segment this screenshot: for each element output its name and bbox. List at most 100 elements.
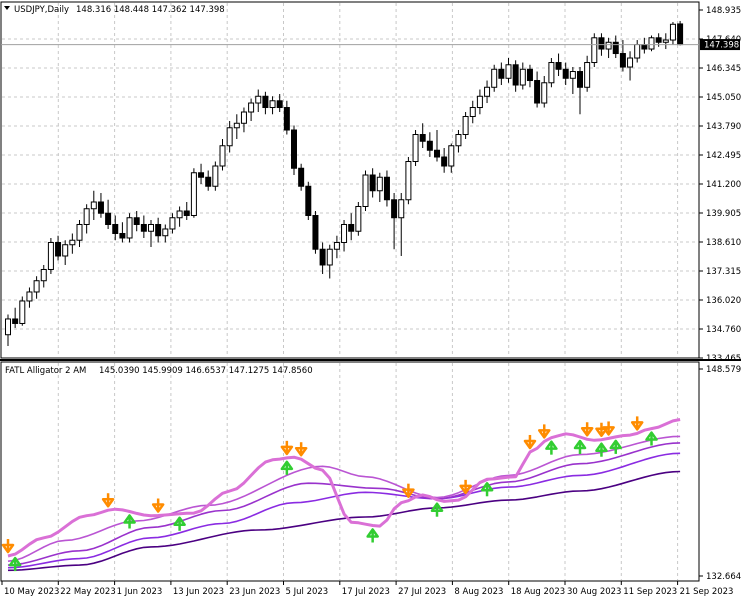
candle [519, 62, 526, 90]
candle [83, 204, 90, 234]
candle-body-bear [312, 214, 319, 250]
down-arrow-icon [459, 479, 472, 495]
x-tick-label: 13 Jun 2023 [173, 587, 224, 597]
candle [47, 237, 54, 274]
candle-body-bull [591, 37, 598, 64]
candle-body-bear [198, 172, 205, 178]
candle-body-bull [83, 208, 90, 225]
ohlc-values: 148.316 148.448 147.362 147.398 [76, 5, 225, 15]
y-tick-label: 133.465 [706, 354, 741, 364]
candle [276, 94, 283, 113]
candle-body-bull [233, 122, 240, 129]
candle [255, 89, 262, 113]
candle [198, 163, 205, 184]
up-arrow-icon [366, 528, 379, 543]
candle [169, 213, 176, 234]
candle [162, 224, 169, 243]
candle [212, 161, 219, 191]
candle [269, 96, 276, 115]
x-tick-label: 18 Aug 2023 [511, 587, 565, 597]
fatl-line [7, 418, 681, 558]
candle-body-bear [12, 318, 19, 324]
candle [326, 244, 333, 279]
candle [491, 64, 498, 92]
y-tick-label: 132.6643 [706, 572, 741, 582]
symbol-label: USDJPY,Daily [14, 5, 69, 15]
candle [341, 219, 348, 252]
candles [5, 20, 684, 346]
x-tick-label: 23 Jun 2023 [229, 587, 280, 597]
candle [262, 91, 269, 115]
down-arrow-icon [151, 498, 165, 513]
candle [677, 20, 684, 46]
candle [355, 201, 362, 236]
candle-body-bull [355, 205, 362, 232]
candle-body-bull [19, 300, 26, 324]
candle [383, 170, 390, 207]
candle [391, 192, 398, 250]
x-tick-label: 17 Jul 2023 [342, 587, 390, 597]
candle-body-bull [169, 217, 176, 230]
symbol-dropdown-icon[interactable] [4, 6, 10, 10]
candle-body-bear [105, 212, 112, 225]
candle [40, 264, 47, 288]
candle [498, 62, 505, 86]
candle [76, 219, 83, 247]
candle [548, 58, 555, 88]
down-arrow-icon [101, 493, 115, 508]
candle [569, 67, 576, 95]
candle-body-bear [348, 223, 355, 232]
alligator-line [7, 452, 681, 569]
candle [319, 242, 326, 274]
candle [484, 80, 491, 104]
candle-body-bull [505, 64, 512, 79]
up-arrow-icon [280, 460, 294, 475]
candle [19, 296, 26, 326]
candle [112, 215, 119, 241]
candle-body-bear [291, 129, 297, 169]
candle-body-bull [662, 39, 669, 43]
candle-body-bull [26, 291, 33, 302]
candle [669, 22, 676, 45]
candle-body-bull [148, 223, 154, 232]
candle-body-bear [383, 176, 390, 201]
candle-body-bear [112, 223, 119, 234]
candle [612, 35, 619, 59]
candle-body-bear [562, 68, 569, 79]
candle [176, 206, 183, 227]
time-axis: 10 May 2023 22 May 2023 1 Jun 2023 13 Jun 2… [1, 581, 733, 597]
candle-body-bear [119, 232, 126, 239]
candle-body-bear [512, 64, 519, 86]
candle [476, 89, 483, 115]
candle [140, 215, 147, 238]
candle-body-bear [426, 140, 433, 151]
x-tick-label: 5 Jul 2023 [286, 587, 329, 597]
candle-body-bear [276, 100, 283, 109]
candle-body-bear [434, 149, 440, 158]
indicator-axis: 148.5794 132.6643 [699, 365, 741, 582]
candle-body-bull [605, 41, 612, 50]
x-tick-label: 27 Jul 2023 [398, 587, 446, 597]
down-arrow-icon [523, 434, 537, 450]
candle-body-bear [677, 23, 684, 46]
candle-body-bull [212, 165, 219, 187]
up-arrow-icon [8, 556, 22, 572]
candle-body-bull [240, 111, 247, 124]
up-arrow-icon [609, 439, 622, 454]
candle-body-bull [648, 37, 655, 50]
candle-body-bull [455, 134, 462, 147]
down-arrow-icon [595, 422, 608, 437]
candle [298, 163, 305, 191]
candle-body-bear [305, 185, 312, 216]
candle [441, 148, 448, 173]
candle-body-bull [76, 223, 83, 241]
candle [133, 210, 140, 232]
candle [605, 37, 612, 59]
candle [627, 51, 634, 81]
candle-body-bull [469, 107, 476, 118]
candle [376, 172, 383, 202]
signal-arrows [1, 416, 658, 572]
candle [455, 130, 462, 153]
candle-body-bull [190, 172, 197, 216]
candle [369, 168, 376, 198]
